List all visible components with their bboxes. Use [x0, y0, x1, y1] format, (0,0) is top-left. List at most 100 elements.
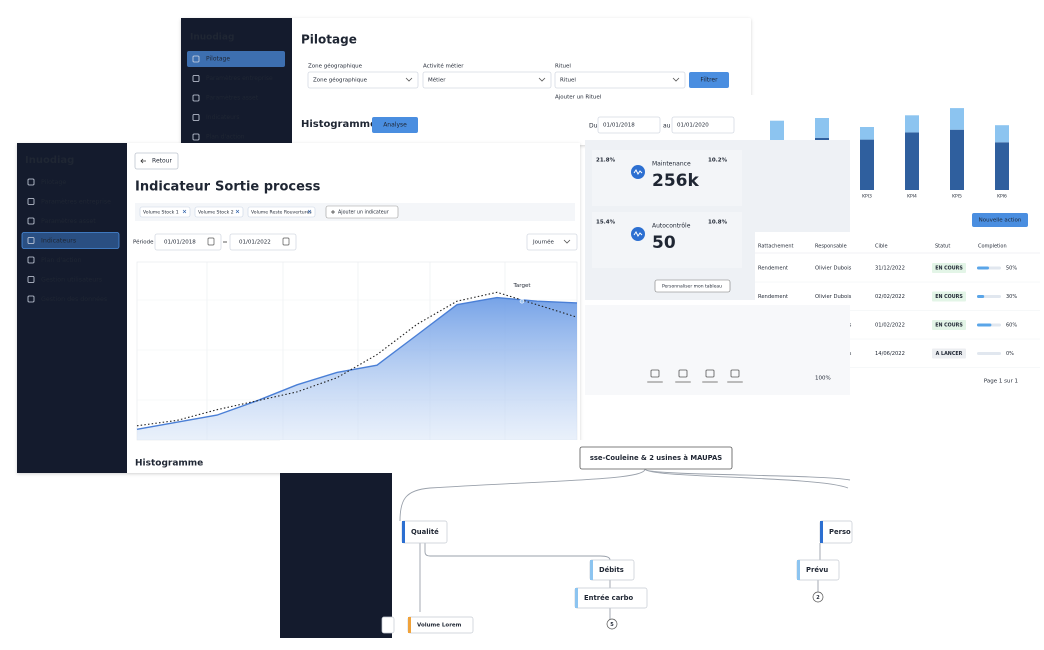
tree-node-fragment: [381, 616, 395, 634]
nav-icon: [27, 237, 35, 244]
back-arrow: [140, 158, 146, 164]
tree-node-accent: [575, 588, 578, 608]
date-label: au: [663, 123, 671, 130]
nav-icon: [192, 114, 200, 121]
tree-edge: [399, 468, 646, 522]
table-header: Cible: [875, 244, 888, 250]
bar-segment: [905, 115, 919, 133]
chip[interactable]: [194, 206, 244, 218]
table-cell: 14/06/2022: [875, 351, 905, 357]
filter-placeholder: Rituel: [560, 78, 576, 84]
toolbar-caption: [702, 381, 718, 383]
table-cell: Olivier Dubois: [815, 266, 852, 272]
date-input[interactable]: [597, 116, 661, 134]
date-value: 01/01/2018: [164, 240, 196, 246]
chip[interactable]: [139, 206, 191, 218]
x-tick-label: KPI4: [907, 194, 917, 200]
date-input[interactable]: [229, 233, 297, 251]
tree-node-label: Volume Lorem: [417, 623, 462, 629]
toolbar-icon[interactable]: [650, 369, 660, 378]
analyse-button[interactable]: [372, 117, 418, 133]
nav-item: Pilotage: [41, 179, 66, 186]
back-button[interactable]: [134, 152, 179, 170]
tree-node-accent: [408, 617, 411, 633]
kpi-card: [592, 150, 742, 206]
date-input[interactable]: [154, 233, 222, 251]
chip-label: Volume Reste Rouvertures: [251, 210, 312, 216]
granularity-select[interactable]: [526, 233, 578, 251]
nav-icon: [192, 55, 200, 63]
plus: [331, 210, 335, 214]
tree-node-label: Perso: [829, 528, 851, 536]
tree-node-label: Entrée carbo: [584, 594, 634, 602]
new-action-label: Nouvelle action: [979, 218, 1022, 224]
target-line: [136, 291, 578, 427]
toolbar-caption: [727, 381, 743, 383]
filter-button[interactable]: [689, 72, 729, 88]
status-badge: [932, 320, 966, 330]
brand: Inuodiag: [25, 155, 74, 166]
tree-edge: [644, 468, 851, 481]
table-header: Rattachement: [758, 244, 794, 250]
back-button-label: Retour: [152, 158, 172, 165]
date-input[interactable]: [671, 116, 735, 134]
panel-toolbar: [585, 305, 850, 395]
calendar-icon: [207, 237, 215, 246]
tree-root: [579, 446, 733, 470]
toolbar-icon[interactable]: [705, 369, 715, 378]
add-indicator-button[interactable]: [325, 205, 399, 219]
nav-item: Gestion des données: [41, 295, 107, 303]
kpi-value: 256k: [652, 171, 699, 191]
chip-label: Volume Stock 1: [143, 210, 179, 216]
filter-label: Rituel: [555, 64, 571, 70]
table-header: Statut: [935, 244, 950, 250]
tree-node-accent: [590, 560, 593, 580]
progress-fill: [977, 323, 992, 327]
chevron: [538, 77, 546, 82]
tree-badge: [606, 618, 618, 630]
target-label: Target: [512, 283, 531, 289]
toolbar-icon[interactable]: [730, 369, 740, 378]
chevron: [672, 77, 680, 82]
analyse-button-label: Analyse: [383, 122, 407, 129]
kpi-card: [592, 212, 742, 268]
nav-item: Paramètres asset: [41, 217, 96, 225]
toolbar-caption: [647, 381, 663, 383]
progress-track: [977, 352, 1001, 355]
nav-icon: [27, 178, 35, 186]
toolbar-icon[interactable]: [678, 369, 688, 378]
table-header: Completion: [978, 244, 1007, 250]
tree-node-accent: [820, 521, 823, 543]
nav-item: Paramètres asset: [206, 95, 259, 102]
filter-select[interactable]: [422, 71, 552, 89]
table-cell: 02/02/2022: [875, 294, 905, 300]
section-title: Histogramme: [135, 459, 203, 469]
section-title: Histogramme: [301, 119, 377, 130]
status-badge: [932, 263, 966, 273]
nav-icon: [27, 217, 35, 225]
table-header: Responsable: [815, 244, 847, 250]
table-cell: Rendement: [758, 266, 788, 272]
tree-edge: [424, 543, 611, 561]
zoom-level: 100%: [815, 376, 831, 382]
x-tick-label: KPI5: [952, 194, 962, 200]
progress-label: 0%: [1006, 351, 1014, 357]
chip[interactable]: [247, 206, 316, 218]
period-label: Période: [133, 239, 154, 246]
nav-item: Gestion utilisateurs: [41, 277, 102, 284]
customize-button[interactable]: [654, 279, 731, 293]
new-action-button[interactable]: [972, 213, 1028, 227]
tree-badge: [812, 591, 824, 603]
nav-item: Plan d'action: [41, 257, 82, 264]
date-value: 01/01/2022: [239, 240, 271, 246]
status-badge: [932, 348, 966, 359]
tree-node-accent: [797, 560, 800, 580]
filter-select[interactable]: [554, 71, 686, 89]
bar-segment: [770, 120, 784, 143]
filter-label: Activité métier: [423, 63, 464, 70]
filter-select[interactable]: [307, 71, 419, 89]
kpi-icon-glyph: [633, 231, 643, 237]
nav-item: Paramètres entreprise: [206, 75, 273, 82]
